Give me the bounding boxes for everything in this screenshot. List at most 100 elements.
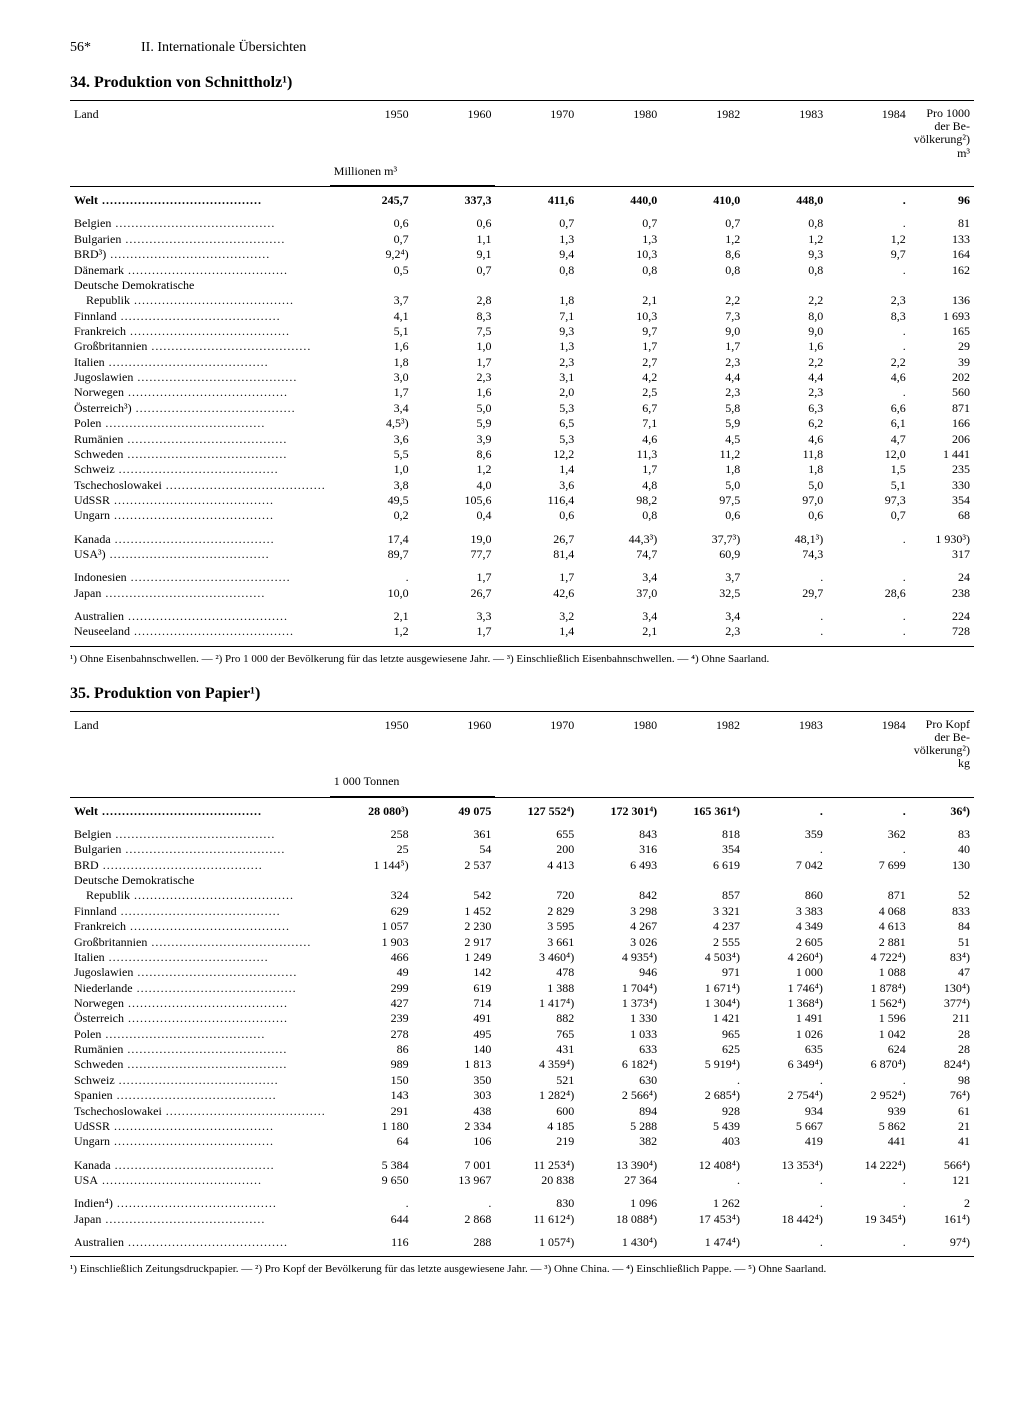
cell: 2,7 bbox=[578, 355, 661, 370]
cell: 521 bbox=[495, 1073, 578, 1088]
cell: 0,6 bbox=[495, 508, 578, 523]
cell: . bbox=[744, 570, 827, 585]
cell: 0,2 bbox=[330, 508, 413, 523]
cell-percapita: 47 bbox=[910, 965, 974, 980]
table-row: Schweden5,58,612,211,311,211,812,01 441 bbox=[70, 447, 974, 462]
cell: 2 881 bbox=[827, 935, 910, 950]
cell: . bbox=[661, 1073, 744, 1088]
cell: 2 605 bbox=[744, 935, 827, 950]
cell: 13 390⁴) bbox=[578, 1158, 661, 1173]
cell: 239 bbox=[330, 1011, 413, 1026]
cell: 28 080³) bbox=[330, 804, 413, 819]
cell: 5,3 bbox=[495, 401, 578, 416]
cell: 2,3 bbox=[413, 370, 496, 385]
cell: . bbox=[827, 570, 910, 585]
row-label: Italien bbox=[70, 355, 330, 370]
cell: . bbox=[661, 1173, 744, 1188]
cell: 4,5³) bbox=[330, 416, 413, 431]
table-row: Bulgarien0,71,11,31,31,21,21,2133 bbox=[70, 232, 974, 247]
cell: 1 813 bbox=[413, 1057, 496, 1072]
cell: 2,5 bbox=[578, 385, 661, 400]
cell: 2,2 bbox=[827, 355, 910, 370]
col-header-year: 1983 bbox=[744, 101, 827, 162]
cell: 3 661 bbox=[495, 935, 578, 950]
cell: 143 bbox=[330, 1088, 413, 1103]
cell-percapita: 206 bbox=[910, 432, 974, 447]
row-label: Ungarn bbox=[70, 508, 330, 523]
page-header: 56* II. Internationale Übersichten bbox=[70, 40, 974, 56]
cell: 635 bbox=[744, 1042, 827, 1057]
cell: 278 bbox=[330, 1027, 413, 1042]
cell: 4 413 bbox=[495, 858, 578, 873]
cell: 2 917 bbox=[413, 935, 496, 950]
cell: 2,3 bbox=[661, 385, 744, 400]
cell: 11,8 bbox=[744, 447, 827, 462]
cell: 48,1³) bbox=[744, 532, 827, 547]
cell: 106 bbox=[413, 1134, 496, 1149]
cell: . bbox=[827, 216, 910, 231]
cell: 625 bbox=[661, 1042, 744, 1057]
cell-percapita bbox=[910, 873, 974, 888]
cell: 2,3 bbox=[661, 355, 744, 370]
cell: 245,7 bbox=[330, 193, 413, 208]
cell bbox=[744, 278, 827, 293]
cell: 6 182⁴) bbox=[578, 1057, 661, 1072]
cell-percapita: 224 bbox=[910, 609, 974, 624]
cell: 842 bbox=[578, 888, 661, 903]
cell bbox=[495, 278, 578, 293]
cell: 0,8 bbox=[578, 508, 661, 523]
cell: 7,5 bbox=[413, 324, 496, 339]
cell-percapita: 161⁴) bbox=[910, 1212, 974, 1227]
cell: 1 304⁴) bbox=[661, 996, 744, 1011]
cell: 1 878⁴) bbox=[827, 981, 910, 996]
cell: . bbox=[827, 532, 910, 547]
cell: 18 442⁴) bbox=[744, 1212, 827, 1227]
cell: 3,7 bbox=[330, 293, 413, 308]
cell: . bbox=[744, 804, 827, 819]
cell: 1 388 bbox=[495, 981, 578, 996]
cell: 19 345⁴) bbox=[827, 1212, 910, 1227]
cell: 25 bbox=[330, 842, 413, 857]
cell: 1 596 bbox=[827, 1011, 910, 1026]
cell: 7 699 bbox=[827, 858, 910, 873]
cell: 2 829 bbox=[495, 904, 578, 919]
cell: 3,0 bbox=[330, 370, 413, 385]
table-row: Republik3,72,81,82,12,22,22,3136 bbox=[70, 293, 974, 308]
cell: 4 260⁴) bbox=[744, 950, 827, 965]
cell: 8,0 bbox=[744, 309, 827, 324]
cell: 258 bbox=[330, 827, 413, 842]
cell: 2,3 bbox=[661, 624, 744, 639]
cell: 857 bbox=[661, 888, 744, 903]
cell: 5,3 bbox=[495, 432, 578, 447]
col-header-land: Land bbox=[70, 101, 330, 162]
cell: . bbox=[827, 193, 910, 208]
cell-percapita: 97⁴) bbox=[910, 1235, 974, 1250]
cell-percapita: 133 bbox=[910, 232, 974, 247]
cell: 9,7 bbox=[578, 324, 661, 339]
cell: 2 334 bbox=[413, 1119, 496, 1134]
cell: 5,1 bbox=[827, 478, 910, 493]
cell: 7,1 bbox=[578, 416, 661, 431]
unit-label: Millionen m³ bbox=[330, 162, 910, 186]
cell: 5 667 bbox=[744, 1119, 827, 1134]
cell-percapita: 202 bbox=[910, 370, 974, 385]
cell: 105,6 bbox=[413, 493, 496, 508]
cell: 1,2 bbox=[330, 624, 413, 639]
cell: 150 bbox=[330, 1073, 413, 1088]
cell: 17,4 bbox=[330, 532, 413, 547]
table-row: Deutsche Demokratische bbox=[70, 873, 974, 888]
cell-percapita: 566⁴) bbox=[910, 1158, 974, 1173]
cell: 37,0 bbox=[578, 586, 661, 601]
cell: 4 359⁴) bbox=[495, 1057, 578, 1072]
cell: 4,7 bbox=[827, 432, 910, 447]
row-label: Indien⁴) bbox=[70, 1196, 330, 1211]
cell: 2,2 bbox=[744, 293, 827, 308]
cell: 946 bbox=[578, 965, 661, 980]
cell: 4 613 bbox=[827, 919, 910, 934]
cell: 3,3 bbox=[413, 609, 496, 624]
cell: 419 bbox=[744, 1134, 827, 1149]
cell: 60,9 bbox=[661, 547, 744, 562]
cell: 5 919⁴) bbox=[661, 1057, 744, 1072]
cell: 431 bbox=[495, 1042, 578, 1057]
cell: 81,4 bbox=[495, 547, 578, 562]
